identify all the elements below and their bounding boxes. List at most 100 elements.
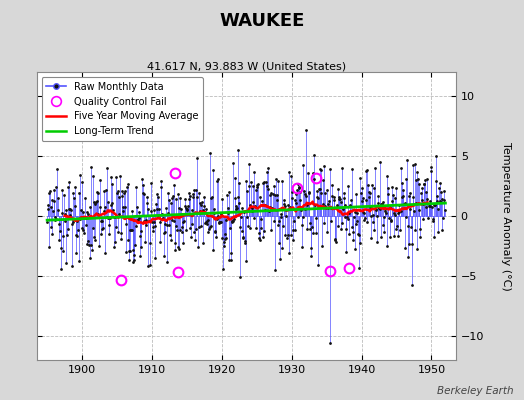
Point <box>352 190 360 197</box>
Point <box>85 254 94 261</box>
Point <box>51 217 60 223</box>
Point <box>244 160 253 167</box>
Point <box>399 187 407 193</box>
Point <box>374 200 382 206</box>
Point <box>248 204 256 211</box>
Point <box>80 230 89 236</box>
Point <box>429 215 437 222</box>
Point <box>250 215 259 222</box>
Point <box>267 226 276 233</box>
Point <box>246 224 254 231</box>
Point <box>129 259 137 266</box>
Point <box>104 199 113 206</box>
Point <box>315 186 323 192</box>
Point <box>141 238 149 245</box>
Point <box>202 221 211 228</box>
Point <box>122 248 130 255</box>
Point <box>425 198 434 204</box>
Point <box>287 232 296 238</box>
Point <box>107 199 116 206</box>
Point <box>183 206 192 212</box>
Point <box>226 225 234 232</box>
Point <box>285 169 293 175</box>
Point <box>353 210 361 216</box>
Point <box>196 208 204 214</box>
Point <box>388 198 396 204</box>
Point <box>421 177 429 183</box>
Point <box>149 228 157 234</box>
Point <box>428 203 436 210</box>
Point <box>389 209 398 216</box>
Point <box>424 214 432 221</box>
Point <box>110 213 118 220</box>
Point <box>73 218 82 224</box>
Point <box>78 179 86 186</box>
Point <box>146 240 154 246</box>
Point <box>317 190 325 196</box>
Point <box>384 185 392 191</box>
Point <box>414 176 422 182</box>
Point <box>249 168 258 175</box>
Point <box>99 218 107 224</box>
Point <box>221 236 229 243</box>
Point <box>383 242 391 249</box>
Point <box>70 195 78 201</box>
Point <box>210 206 218 213</box>
Point <box>127 227 136 234</box>
Point <box>362 197 370 203</box>
Point <box>293 187 301 193</box>
Point <box>43 202 52 209</box>
Point <box>133 216 141 223</box>
Point <box>303 201 311 208</box>
Point <box>238 205 246 212</box>
Point <box>182 227 191 233</box>
Point <box>371 165 379 172</box>
Point <box>167 200 175 206</box>
Point <box>226 256 235 263</box>
Point <box>256 194 265 200</box>
Point <box>140 218 149 224</box>
Point <box>251 202 259 209</box>
Point <box>188 207 196 213</box>
Point <box>366 190 374 197</box>
Point <box>423 196 432 203</box>
Point <box>246 202 255 208</box>
Point <box>376 159 385 165</box>
Point <box>272 176 280 182</box>
Point <box>325 165 334 172</box>
Point <box>412 200 420 206</box>
Point <box>52 216 60 222</box>
Point <box>294 185 303 191</box>
Point <box>71 184 79 191</box>
Point <box>321 203 329 210</box>
Point <box>199 240 208 246</box>
Point <box>403 157 411 164</box>
Point <box>124 237 132 244</box>
Point <box>314 194 323 201</box>
Point <box>193 194 202 200</box>
Point <box>60 192 68 198</box>
Point <box>228 218 236 224</box>
Point <box>139 191 148 197</box>
Point <box>209 246 217 253</box>
Point <box>203 218 212 225</box>
Point <box>354 230 362 237</box>
Point <box>123 184 131 190</box>
Point <box>283 202 292 208</box>
Point <box>292 199 301 206</box>
Point <box>103 165 111 171</box>
Point <box>347 166 356 172</box>
Point <box>223 210 232 216</box>
Point <box>290 227 299 234</box>
Point <box>234 146 242 153</box>
Point <box>282 213 290 220</box>
Point <box>329 204 337 211</box>
Point <box>132 223 140 230</box>
Point <box>270 266 279 273</box>
Point <box>236 274 244 281</box>
Point <box>156 239 165 245</box>
Point <box>302 193 310 200</box>
Point <box>113 229 122 235</box>
Point <box>205 225 213 232</box>
Point <box>382 210 390 216</box>
